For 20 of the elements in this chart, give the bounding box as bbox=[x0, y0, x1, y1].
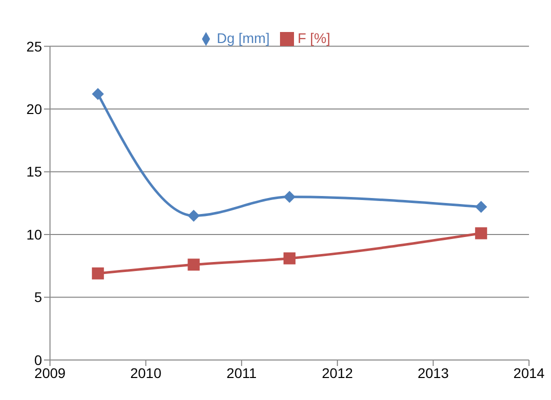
point bbox=[188, 210, 200, 222]
y-tick-label: 15 bbox=[26, 164, 42, 180]
point bbox=[284, 252, 296, 264]
point bbox=[92, 267, 104, 280]
y-tick-label: 10 bbox=[26, 226, 42, 242]
point bbox=[284, 190, 296, 203]
x-tick-label: 2010 bbox=[130, 364, 162, 381]
x-tick-label: 2011 bbox=[226, 364, 257, 381]
point bbox=[475, 200, 488, 213]
point bbox=[475, 227, 488, 240]
point bbox=[188, 258, 200, 271]
legend-label: Dg [mm] bbox=[216, 30, 270, 46]
legend-label: F [%] bbox=[298, 30, 330, 46]
y-tick-label: 5 bbox=[34, 289, 42, 306]
y-tick-label: 25 bbox=[26, 38, 42, 54]
point bbox=[92, 88, 104, 100]
y-tick-label: 20 bbox=[26, 101, 42, 118]
x-tick-label: 2014 bbox=[513, 364, 545, 381]
x-tick-label: 2012 bbox=[322, 364, 354, 381]
x-tick-label: 2013 bbox=[418, 364, 449, 381]
